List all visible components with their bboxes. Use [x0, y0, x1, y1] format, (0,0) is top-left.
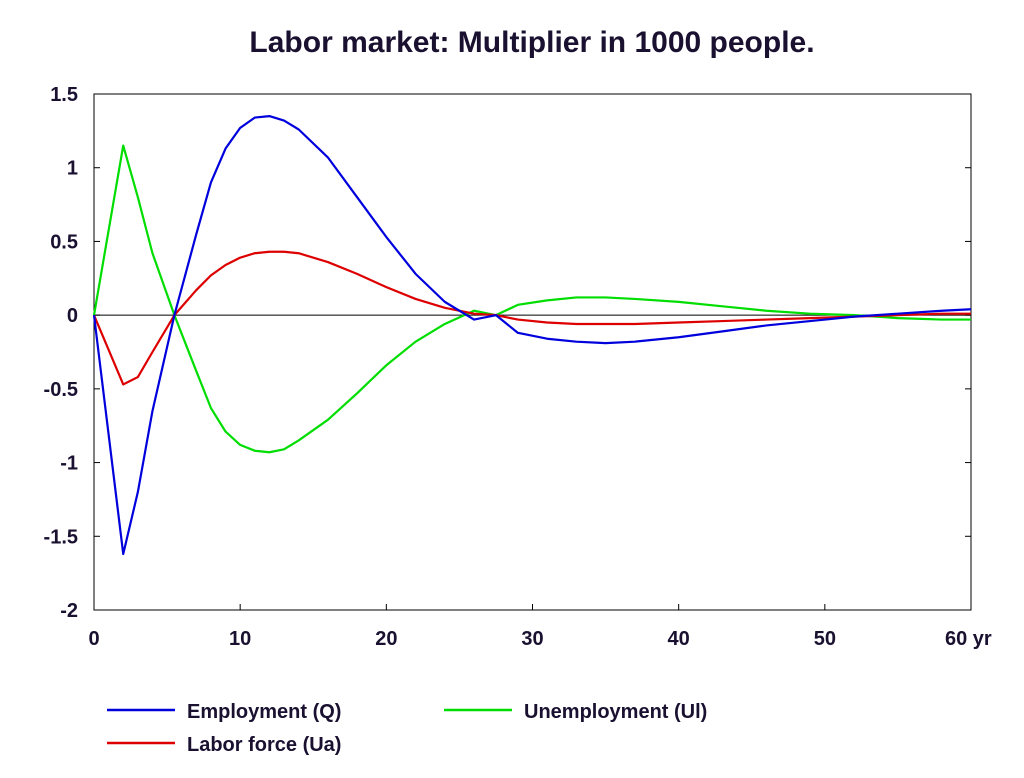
legend: Employment (Q) Labor force (Ua) Unemployme… — [107, 701, 707, 756]
x-tick-label: 60 yr — [945, 628, 992, 650]
plot-axes: 1.5 1 0.5 0 -0.5 -1 -1.5 -2 0 10 20 30 40 50 60 yr — [44, 84, 992, 650]
chart-title: Labor market: Multiplier in 1000 people. — [249, 26, 814, 59]
y-tick-label: -0.5 — [44, 379, 78, 401]
x-tick-label: 30 — [521, 628, 543, 650]
x-tick-label: 50 — [814, 628, 836, 650]
series-line-employment-q — [92, 115, 972, 556]
y-tick-label: 1.5 — [50, 84, 78, 106]
x-tick-label: 40 — [668, 628, 690, 650]
y-tick-label: 0.5 — [50, 231, 78, 253]
y-tick-label: 0 — [67, 305, 78, 327]
y-tick-label: -1 — [60, 453, 78, 475]
series-line-unemployment-ul — [92, 144, 971, 454]
plot-frame — [93, 93, 972, 611]
legend-label: Unemployment (Ul) — [524, 701, 707, 723]
y-tick-label: 1 — [67, 158, 78, 180]
y-tick-label: -1.5 — [44, 526, 78, 548]
legend-label: Employment (Q) — [187, 701, 341, 723]
x-tick-label: 20 — [375, 628, 397, 650]
plot-area — [92, 115, 972, 556]
x-tick-label: 0 — [88, 628, 99, 650]
y-tick-label: -2 — [60, 600, 78, 622]
x-tick-label: 10 — [229, 628, 251, 650]
series-line-labor-force-ua — [92, 250, 971, 386]
legend-label: Labor force (Ua) — [187, 734, 341, 756]
